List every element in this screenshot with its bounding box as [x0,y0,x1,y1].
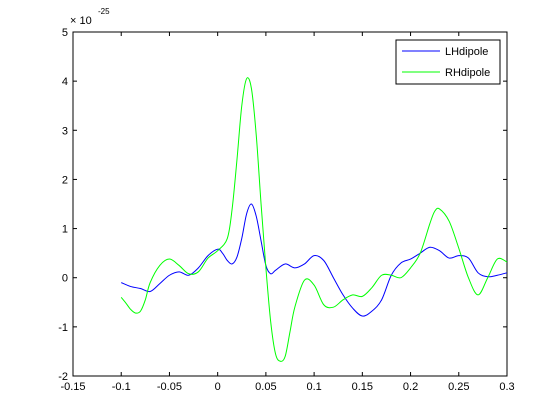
y-tick-label: 3 [62,125,68,137]
y-tick-label: 2 [62,174,68,186]
y-tick-label: 0 [62,273,68,285]
x-tick-label: 0.15 [352,381,373,393]
series-lines [120,77,508,362]
x-tick-label: -0.15 [60,381,85,393]
x-tick-label: 0.2 [403,381,418,393]
y-exponent-label: × 10 -25 [70,7,110,27]
x-tick-label: 0.1 [306,381,321,393]
y-exponent-power: -25 [98,7,110,16]
y-tick-label: 5 [62,27,68,39]
y-tick-label: -1 [58,322,68,334]
legend: LHdipole RHdipole [395,39,501,85]
x-tick-label: -0.05 [157,381,182,393]
series-line-rhdipole [120,77,508,362]
tick-labels: -0.15 -0.1 -0.05 0 0.05 0.1 0.15 0.2 0.25 0.3 -2 -1… [58,27,514,393]
x-tick-label: 0.25 [448,381,469,393]
legend-box [395,39,501,85]
x-tick-label: -0.1 [112,381,131,393]
y-tick-label: -2 [58,371,68,383]
series-line-lhdipole [121,203,508,317]
y-tick-label: 4 [62,76,68,88]
legend-label-rhdipole: RHdipole [445,67,490,79]
plot-area [72,31,508,377]
x-tick-label: 0.3 [499,381,514,393]
y-tick-label: 1 [62,224,68,236]
x-tick-label: 0.05 [255,381,276,393]
y-exponent-base: × 10 [70,15,92,27]
legend-label-lhdipole: LHdipole [445,46,488,58]
axis-ticks [72,31,508,377]
x-tick-label: 0 [215,381,221,393]
